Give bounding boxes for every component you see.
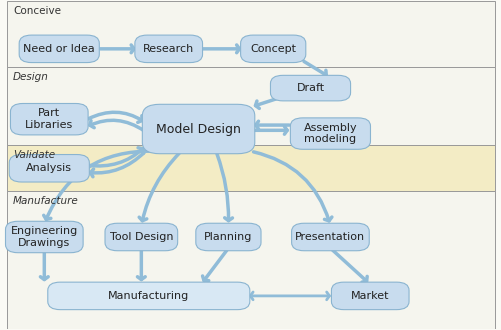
FancyBboxPatch shape (142, 104, 255, 154)
FancyBboxPatch shape (135, 35, 202, 63)
Text: Conceive: Conceive (13, 6, 61, 16)
Bar (7, 67, 494, 145)
Text: Validate: Validate (13, 149, 55, 160)
Text: Design: Design (13, 72, 49, 82)
Text: Assembly
modeling: Assembly modeling (304, 123, 357, 145)
Text: Manufacture: Manufacture (13, 196, 79, 206)
Text: Research: Research (143, 44, 194, 54)
FancyBboxPatch shape (240, 35, 306, 63)
Text: Need or Idea: Need or Idea (24, 44, 95, 54)
FancyBboxPatch shape (291, 118, 370, 149)
Text: Presentation: Presentation (296, 232, 366, 242)
FancyBboxPatch shape (19, 35, 99, 63)
Text: Analysis: Analysis (26, 163, 72, 173)
Text: Part
Libraries: Part Libraries (25, 108, 74, 130)
Text: Engineering
Drawings: Engineering Drawings (11, 226, 78, 248)
FancyBboxPatch shape (292, 223, 369, 251)
Bar (7, 145, 494, 191)
Text: Model Design: Model Design (156, 122, 241, 136)
Text: Concept: Concept (250, 44, 296, 54)
Text: Manufacturing: Manufacturing (108, 291, 189, 301)
FancyBboxPatch shape (196, 223, 261, 251)
FancyBboxPatch shape (11, 104, 88, 135)
Bar (7, 1, 494, 67)
FancyBboxPatch shape (332, 282, 409, 310)
Text: Draft: Draft (297, 83, 325, 93)
FancyBboxPatch shape (271, 75, 351, 101)
Text: Tool Design: Tool Design (110, 232, 173, 242)
FancyBboxPatch shape (48, 282, 250, 310)
FancyBboxPatch shape (105, 223, 178, 251)
Text: Planning: Planning (204, 232, 253, 242)
Text: Market: Market (351, 291, 389, 301)
FancyBboxPatch shape (6, 221, 83, 253)
FancyBboxPatch shape (9, 154, 89, 182)
Bar (7, 191, 494, 329)
